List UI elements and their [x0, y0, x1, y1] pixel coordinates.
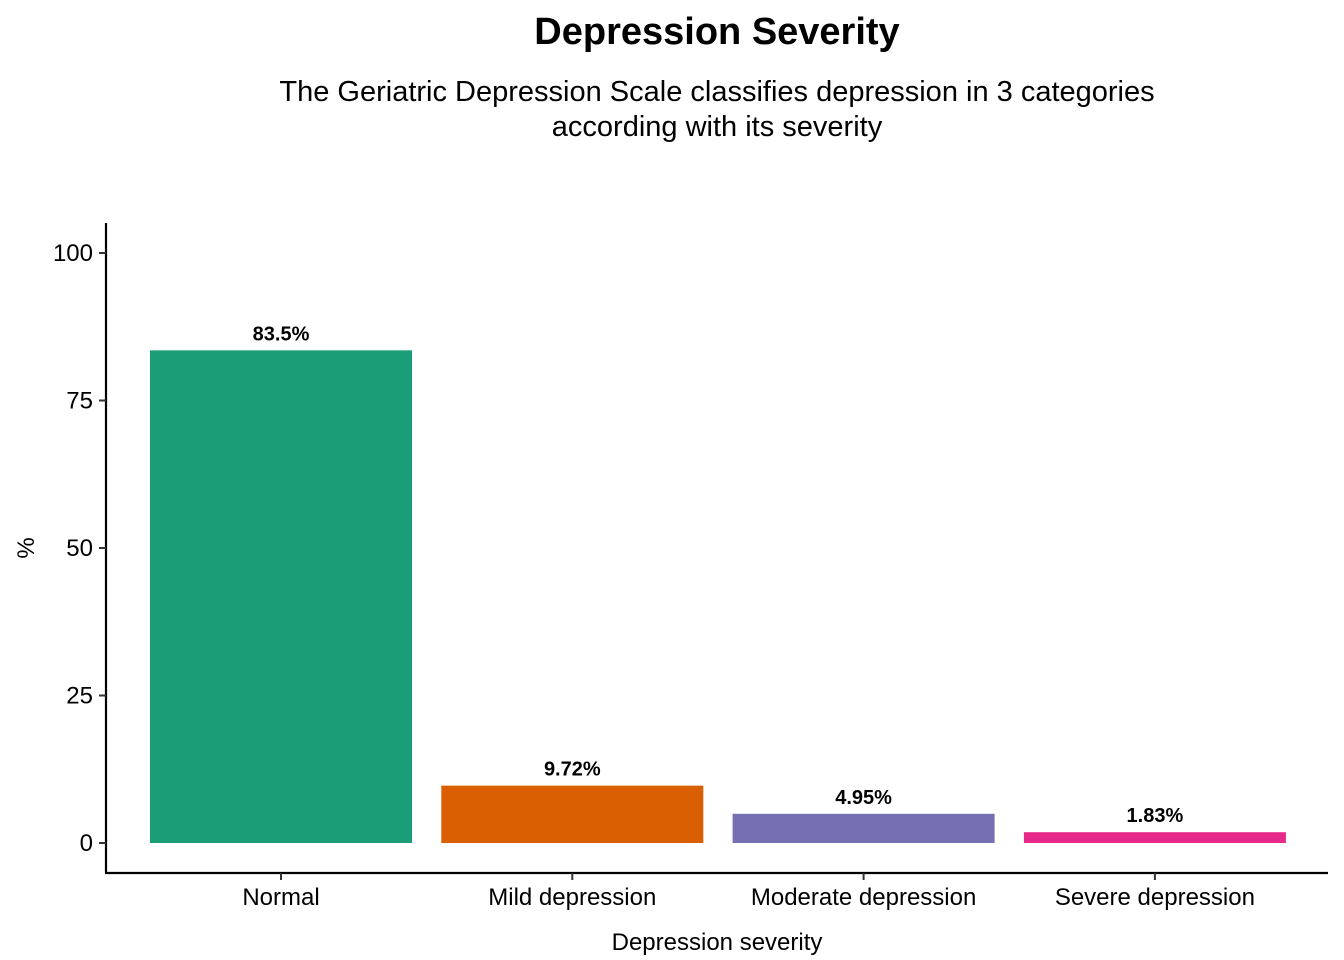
x-tick-label: Mild depression: [488, 884, 656, 911]
y-tick-label: 100: [53, 240, 93, 267]
chart-title: Depression Severity: [534, 11, 899, 53]
bar-mild-depression: [441, 785, 704, 843]
y-tick-label: 25: [66, 683, 93, 710]
y-tick-label: 0: [80, 830, 93, 857]
bar-severe-depression: [1023, 832, 1286, 843]
bar-moderate-depression: [732, 813, 995, 843]
data-label: 1.83%: [1127, 805, 1184, 827]
data-label: 83.5%: [253, 323, 310, 345]
data-label: 9.72%: [544, 759, 601, 781]
x-tick-label: Normal: [242, 884, 319, 911]
x-axis-title: Depression severity: [612, 929, 823, 956]
x-tick-label: Moderate depression: [751, 884, 976, 911]
chart-subtitle-line-1: The Geriatric Depression Scale classifie…: [279, 76, 1154, 108]
plot-area: [150, 350, 1286, 843]
y-axis-title: %: [13, 537, 40, 558]
chart-subtitle-line-2: according with its severity: [552, 111, 883, 143]
y-tick-label: 50: [66, 535, 93, 562]
bar-normal: [150, 350, 412, 843]
y-tick-label: 75: [66, 388, 93, 415]
x-tick-label: Severe depression: [1055, 884, 1255, 911]
data-label: 4.95%: [835, 787, 892, 809]
